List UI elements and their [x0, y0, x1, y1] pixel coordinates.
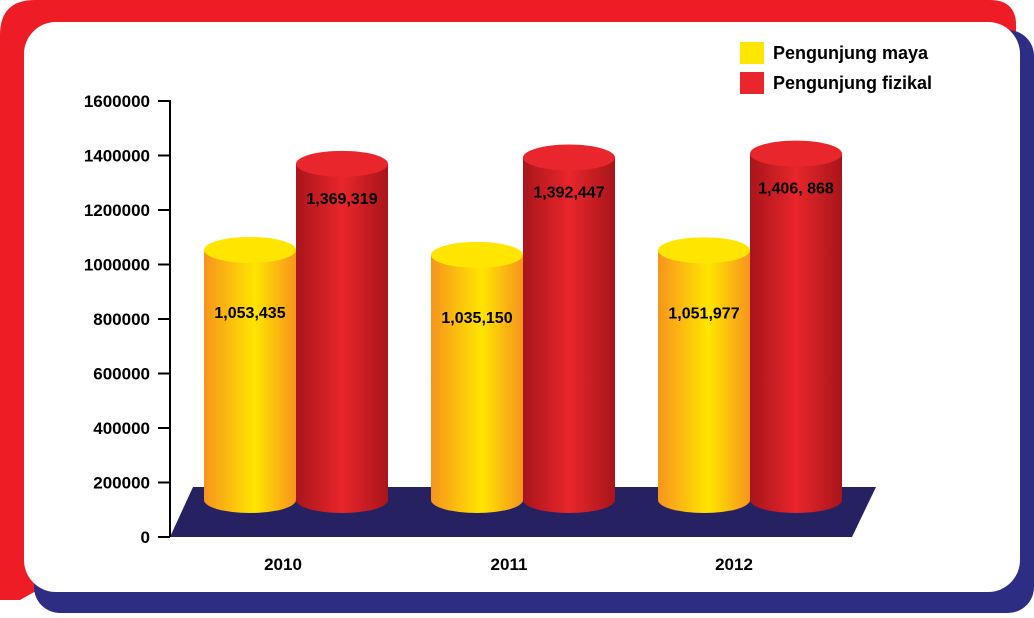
- x-tick-label: 2012: [715, 555, 753, 574]
- legend-swatch-maya: [740, 42, 764, 64]
- bar-top-cap: [204, 236, 296, 263]
- x-tick-label: 2011: [491, 555, 528, 574]
- y-tick-label: 1000000: [84, 256, 150, 275]
- legend-swatch-fizikal: [740, 72, 764, 94]
- data-label: 1,053,435: [214, 305, 285, 322]
- y-axis-ticks: 0 200000 400000 600000 800000 1000000 1200000 1…: [84, 92, 170, 547]
- data-label: 1,392,447: [533, 185, 604, 202]
- bar-fizikal-2012: [750, 153, 842, 513]
- legend-label: Pengunjung maya: [773, 43, 929, 63]
- bar-fizikal-2010: [296, 163, 388, 513]
- y-tick-label: 1200000: [84, 201, 150, 220]
- y-tick-label: 1600000: [84, 92, 150, 111]
- y-tick-label: 400000: [93, 419, 150, 438]
- y-tick-label: 600000: [93, 365, 150, 384]
- bar-fizikal-2011: [523, 157, 615, 513]
- bar-maya-2010: [204, 249, 296, 513]
- bar-top-cap: [750, 140, 842, 167]
- y-tick-label: 200000: [93, 474, 150, 493]
- data-label: 1,035,150: [441, 310, 512, 327]
- bar-maya-2011: [431, 254, 523, 513]
- y-tick-label: 0: [141, 528, 150, 547]
- data-label: 1,051,977: [668, 305, 739, 322]
- legend: Pengunjung maya Pengunjung fizikal: [740, 42, 932, 94]
- y-tick-label: 1400000: [84, 147, 150, 166]
- bar-maya-2012: [658, 250, 750, 513]
- legend-label: Pengunjung fizikal: [773, 73, 932, 93]
- bar-top-cap: [431, 241, 523, 268]
- bars-group: 1,053,435 1,369,319 1,035,150 1,392,447 1,05…: [204, 140, 842, 513]
- bar-top-cap: [658, 237, 750, 264]
- data-label: 1,406, 868: [758, 181, 834, 198]
- x-axis-labels: 2010 2011 2012: [264, 555, 753, 574]
- y-tick-label: 800000: [93, 310, 150, 329]
- bar-top-cap: [296, 150, 388, 177]
- bar-top-cap: [523, 144, 615, 171]
- x-tick-label: 2010: [264, 555, 302, 574]
- data-label: 1,369,319: [306, 191, 377, 208]
